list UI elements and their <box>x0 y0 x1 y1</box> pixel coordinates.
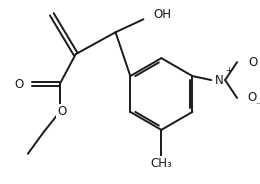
Text: O: O <box>15 77 24 91</box>
Text: ⁻: ⁻ <box>255 101 260 110</box>
Text: N: N <box>215 74 224 86</box>
Text: O: O <box>57 105 66 118</box>
Text: O: O <box>247 91 256 105</box>
Text: CH₃: CH₃ <box>151 157 172 170</box>
Text: +: + <box>225 66 232 75</box>
Text: OH: OH <box>153 8 171 21</box>
Text: O: O <box>248 56 257 69</box>
